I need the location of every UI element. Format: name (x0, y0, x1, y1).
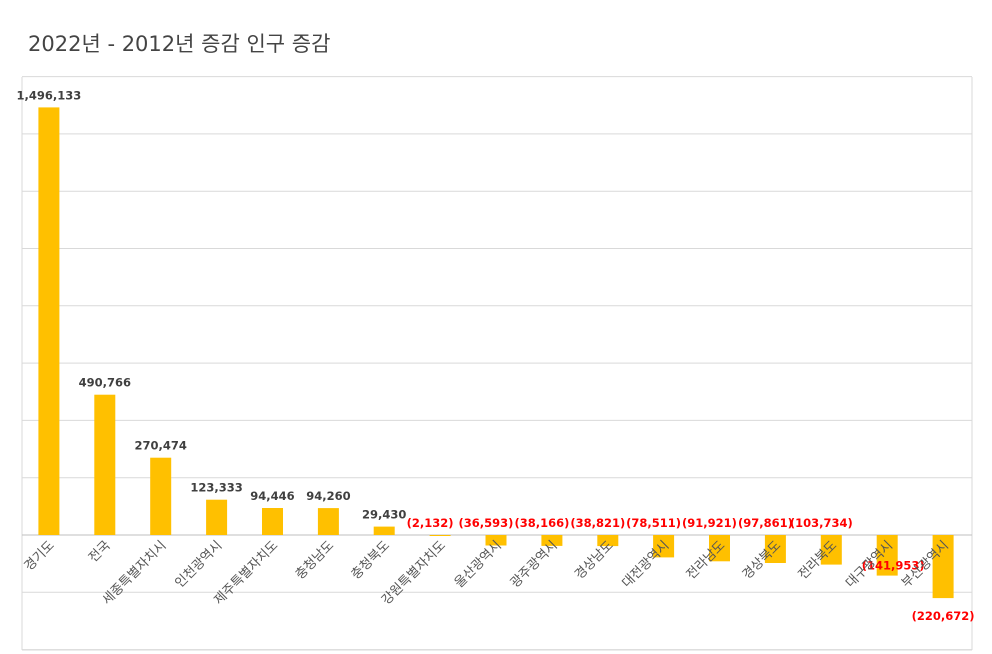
data-label: (91,921) (682, 516, 737, 530)
data-label: (97,861) (738, 516, 793, 530)
data-labels: 1,496,133 490,766 270,474 123,333 94,446 94,2… (17, 88, 975, 623)
data-label: 270,474 (135, 439, 187, 453)
bar (653, 535, 675, 558)
category-label: 광주광역시 (508, 538, 561, 591)
data-label: (220,672) (912, 609, 975, 623)
category-label: 경기도 (22, 538, 58, 574)
category-label: 전국 (86, 538, 114, 566)
data-label: 29,430 (362, 508, 406, 522)
data-label: (38,166) (514, 516, 569, 530)
bar (597, 535, 619, 547)
bar (485, 535, 507, 546)
data-label: 94,446 (250, 489, 294, 503)
data-label: (38,821) (570, 516, 625, 530)
data-label: (78,511) (626, 516, 681, 530)
category-label: 충청남도 (293, 538, 337, 582)
bar (262, 508, 283, 535)
category-label: 대전광역시 (620, 538, 673, 591)
category-label: 울산광역시 (452, 538, 505, 591)
bar (317, 508, 339, 535)
bar (764, 535, 786, 563)
data-label: 123,333 (190, 481, 242, 495)
category-label: 경상남도 (572, 538, 616, 582)
bar (709, 535, 730, 562)
bar (429, 535, 451, 536)
bar (150, 457, 172, 535)
data-label: 1,496,133 (17, 88, 82, 102)
data-label: (141,953) (862, 559, 925, 573)
bar (876, 535, 898, 576)
bar (38, 107, 60, 536)
data-label: 490,766 (79, 376, 131, 390)
bar-series (38, 107, 954, 599)
data-label: (103,734) (790, 516, 853, 530)
bar (206, 499, 228, 535)
data-label: (2,132) (407, 516, 454, 530)
data-label: 94,260 (306, 489, 350, 503)
bar (932, 535, 954, 599)
bar (94, 394, 116, 535)
category-label: 충청북도 (349, 538, 393, 582)
bar (373, 526, 395, 535)
data-label: (36,593) (459, 516, 514, 530)
category-label: 인천광역시 (173, 538, 226, 591)
chart-title: 2022년 - 2012년 증감 인구 증감 (28, 32, 331, 56)
bar (541, 535, 563, 546)
bar (820, 535, 842, 565)
